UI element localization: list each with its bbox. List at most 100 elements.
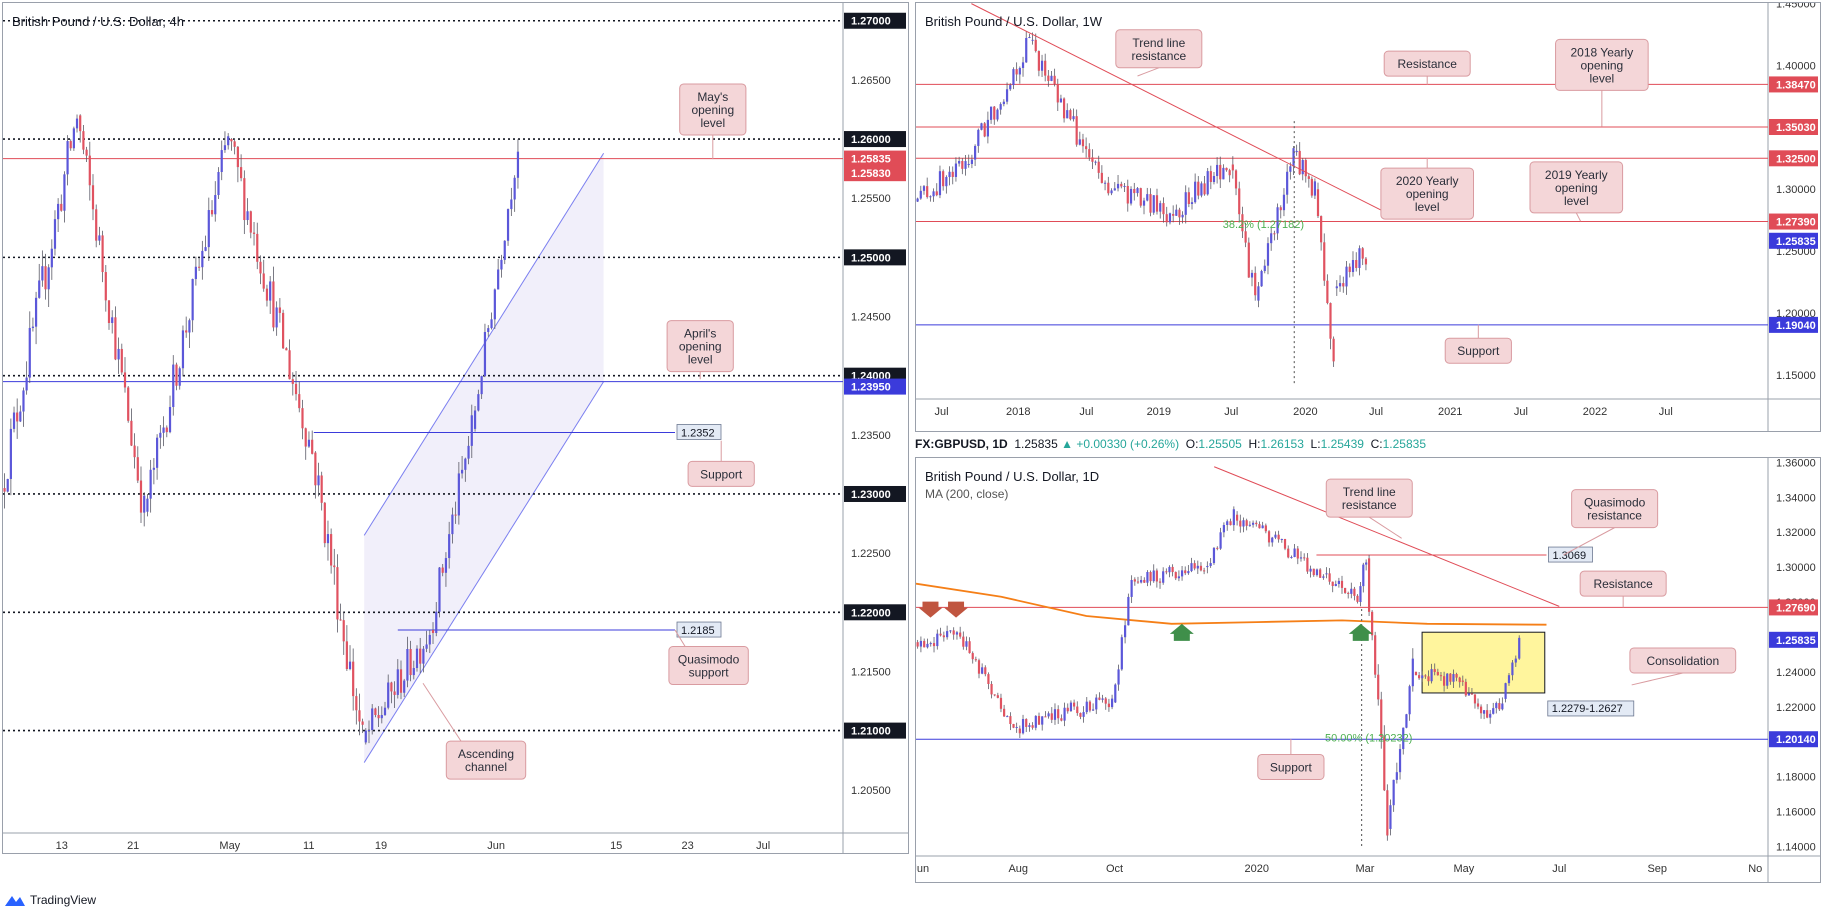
candle-body: [1439, 675, 1443, 677]
candle-body: [1329, 303, 1332, 339]
candle-body: [278, 307, 281, 313]
tradingview-footer[interactable]: TradingView: [4, 893, 96, 907]
candle-body: [1193, 563, 1196, 569]
candle-body: [1018, 67, 1021, 75]
ma-indicator-label[interactable]: MA (200, close): [925, 487, 1009, 501]
candle-body: [336, 567, 339, 620]
callout-box: [687, 460, 755, 487]
candle-body: [1483, 710, 1486, 714]
candle-body: [968, 641, 971, 654]
daily-chart[interactable]: 1.360001.340001.320001.300001.280001.260…: [916, 458, 1820, 882]
candle-body: [1310, 178, 1313, 196]
candle-body: [1234, 170, 1238, 189]
candle-body: [996, 695, 999, 698]
candle-body: [101, 235, 104, 273]
candle-body: [348, 661, 352, 669]
candle-body: [939, 633, 942, 636]
candle-body: [256, 233, 259, 262]
candle-body: [1015, 726, 1018, 728]
candle-body: [339, 619, 342, 621]
candle-body: [1168, 566, 1171, 573]
candle-body: [1155, 195, 1159, 212]
candle-body: [1264, 525, 1267, 532]
candle-body: [1279, 207, 1282, 211]
callout-text: level: [700, 116, 725, 130]
price-badge-text: 1.23000: [851, 489, 891, 501]
fibonacci-label: 50.00% (1.20232): [1325, 733, 1412, 745]
candle-body: [1066, 110, 1069, 119]
candle-body: [1473, 694, 1477, 704]
close-label: C:: [1370, 437, 1383, 451]
candle-body: [1063, 707, 1066, 721]
symbol-label[interactable]: FX:GBPUSD, 1D: [915, 437, 1008, 451]
price-badge-text: 1.25830: [851, 168, 891, 180]
price-badge-text: 1.27000: [851, 16, 891, 28]
candle-body: [1129, 188, 1133, 204]
candle-body: [971, 653, 974, 660]
candle-body: [1081, 139, 1085, 147]
candle-body: [1442, 676, 1446, 686]
candle-body: [984, 667, 987, 675]
x-tick-label: 21: [127, 840, 139, 852]
h4-chart[interactable]: 1.27000 1.26500 1.26000 1.25500 1.25000 1.245…: [3, 3, 908, 853]
candle-body: [967, 163, 970, 165]
candle-body: [69, 141, 72, 149]
candle-body: [1467, 693, 1470, 696]
x-tick-label: Oct: [1106, 863, 1123, 875]
callout-text: opening: [1555, 181, 1598, 195]
candle-body: [1489, 713, 1492, 718]
candle-body: [123, 372, 127, 388]
candle-body: [1295, 150, 1298, 153]
callout-text: level: [1590, 71, 1615, 85]
candle-body: [1421, 675, 1424, 679]
candle-body: [1159, 203, 1162, 212]
candle-body: [1266, 243, 1270, 266]
candle-body: [1025, 37, 1028, 63]
callout-text: Quasimodo: [1584, 496, 1646, 510]
candle-body: [942, 635, 945, 638]
candle-body: [1168, 213, 1172, 223]
candle-body: [1289, 166, 1292, 172]
candle-body: [66, 141, 69, 175]
candle-body: [117, 348, 120, 360]
candle-body: [1238, 188, 1241, 215]
candle-body: [1212, 547, 1216, 564]
high-value: 1.26153: [1260, 437, 1304, 451]
weekly-chart-panel[interactable]: [915, 2, 1821, 432]
candle-body: [1018, 728, 1021, 734]
candle-body: [974, 659, 977, 661]
candle-body: [1015, 69, 1018, 75]
price-change: +0.00330 (+0.26%): [1076, 437, 1180, 451]
weekly-chart[interactable]: 1.450001.400001.350001.300001.250001.200…: [916, 3, 1820, 431]
candle-body: [958, 161, 961, 164]
candle-body: [236, 146, 239, 168]
candle-body: [1162, 571, 1165, 583]
candle-body: [1187, 571, 1190, 574]
price-badge-text: 1.21000: [851, 726, 891, 738]
candle-body: [961, 161, 964, 169]
candle-body: [1518, 637, 1521, 659]
candle-body: [1053, 709, 1057, 720]
candle-body: [412, 668, 415, 676]
high-label: H:: [1248, 437, 1261, 451]
candle-body: [1306, 557, 1309, 572]
callout-pointer: [1137, 67, 1160, 77]
candle-body: [1298, 150, 1301, 175]
candle-body: [1091, 709, 1095, 711]
candle-body: [223, 145, 227, 151]
candle-body: [490, 319, 493, 329]
candle-body: [919, 190, 922, 199]
candle-body: [989, 106, 993, 120]
candle-body: [168, 406, 172, 433]
candle-body: [72, 128, 75, 149]
candle-body: [210, 210, 214, 215]
candle-body: [345, 641, 348, 669]
candle-body: [1012, 724, 1015, 728]
candle-body: [1326, 280, 1329, 304]
candle-body: [1304, 160, 1307, 177]
candle-body: [320, 475, 323, 503]
x-tick-label: Jul: [1224, 406, 1238, 418]
candle-body: [399, 669, 403, 693]
candle-body: [107, 300, 111, 324]
candle-body: [1037, 51, 1040, 71]
